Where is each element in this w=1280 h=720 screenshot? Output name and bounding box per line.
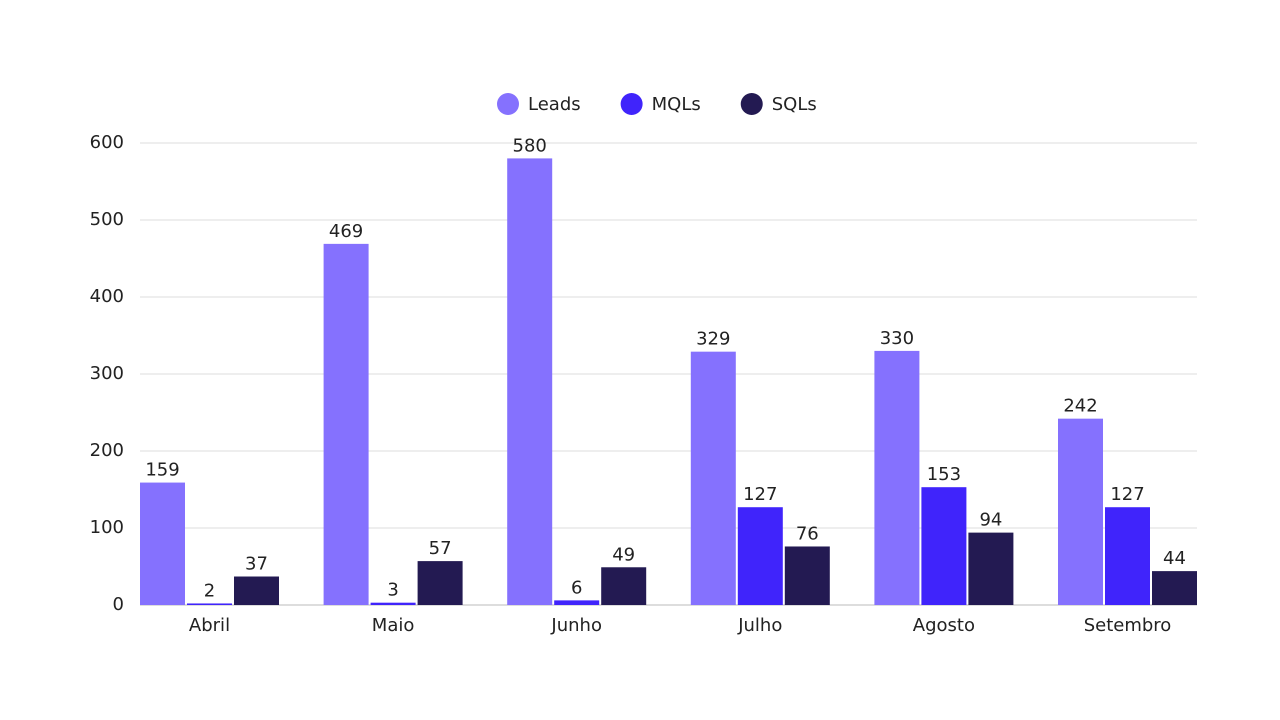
- x-tick-label: Julho: [737, 615, 782, 636]
- y-tick-label: 400: [90, 286, 124, 307]
- bar: [690, 351, 736, 605]
- data-label: 49: [612, 544, 635, 565]
- bar: [1152, 571, 1197, 605]
- data-label: 127: [743, 484, 777, 505]
- legend-label: SQLs: [772, 94, 817, 115]
- data-label: 2: [204, 580, 215, 601]
- x-tick-label: Maio: [372, 615, 415, 636]
- bar: [234, 576, 279, 605]
- y-tick-label: 600: [90, 132, 124, 153]
- legend-swatch: [620, 93, 643, 115]
- data-label: 580: [513, 135, 547, 156]
- data-label: 127: [1110, 484, 1144, 505]
- bar: [187, 603, 232, 605]
- data-label: 469: [329, 221, 363, 242]
- x-tick-label: Junho: [550, 615, 602, 636]
- y-tick-label: 0: [113, 594, 124, 615]
- legend-label: MQLs: [652, 94, 701, 115]
- legend-swatch: [497, 93, 519, 115]
- bar: [874, 350, 920, 605]
- bar: [507, 158, 553, 605]
- bar: [1105, 507, 1150, 605]
- legend-swatch: [740, 93, 763, 115]
- data-label: 3: [387, 580, 398, 601]
- data-label: 153: [927, 464, 961, 485]
- data-label: 6: [571, 577, 582, 598]
- data-label: 44: [1163, 548, 1186, 569]
- data-label: 159: [145, 460, 179, 481]
- x-tick-label: Setembro: [1084, 615, 1172, 636]
- bar: [370, 602, 416, 605]
- bar: [554, 600, 600, 605]
- x-tick-label: Abril: [189, 615, 230, 636]
- bar: [601, 567, 647, 605]
- data-label: 37: [245, 554, 268, 575]
- y-tick-label: 200: [90, 440, 124, 461]
- data-label: 330: [880, 328, 914, 349]
- data-label: 242: [1063, 396, 1097, 417]
- data-label: 57: [429, 538, 452, 559]
- legend-label: Leads: [528, 94, 581, 115]
- y-tick-label: 100: [90, 517, 124, 538]
- bar: [323, 243, 369, 605]
- bar: [968, 532, 1014, 605]
- bar: [417, 561, 463, 605]
- bar: [921, 487, 967, 605]
- bar: [1058, 418, 1103, 605]
- data-label: 329: [696, 329, 730, 350]
- y-tick-label: 500: [90, 209, 124, 230]
- bar: [737, 507, 783, 605]
- y-tick-label: 300: [90, 363, 124, 384]
- bar: [784, 546, 830, 605]
- x-tick-label: Agosto: [913, 615, 975, 636]
- bar: [140, 482, 185, 605]
- data-label: 76: [796, 523, 819, 544]
- data-label: 94: [979, 510, 1002, 531]
